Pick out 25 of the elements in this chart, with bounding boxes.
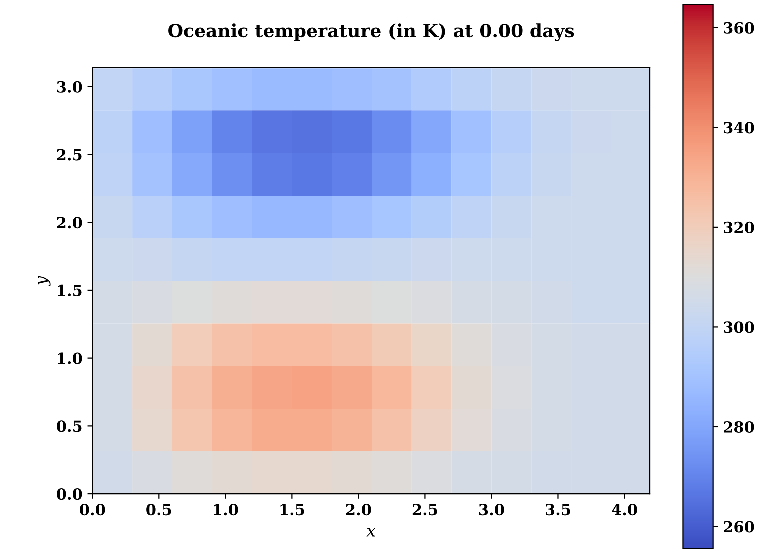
x-axis-title: x: [366, 528, 376, 537]
y-axis-title: y: [38, 276, 51, 286]
x-tick-label: 0.0: [80, 504, 106, 516]
color-bar-label: 340: [724, 122, 754, 134]
color-bar-label: 320: [724, 222, 754, 234]
y-tick-label: 1.0: [58, 352, 82, 364]
x-tick-label: 1.5: [280, 504, 304, 516]
y-tick-label: 3.0: [57, 81, 82, 93]
y-tick-label: 1.5: [58, 284, 82, 296]
y-tick-label: 0.0: [57, 488, 82, 500]
x-tick-label: 3.0: [480, 504, 504, 516]
x-tick-label: 0.5: [146, 504, 172, 516]
x-tick-label: 1.0: [214, 504, 238, 516]
chart-title: Oceanic temperature (in K) at 0.00 days: [168, 24, 574, 42]
color-bar-label: 360: [724, 22, 754, 34]
y-tick-label: 0.5: [57, 420, 82, 432]
y-tick-label: 2.5: [57, 149, 82, 161]
x-tick-label: 4.0: [612, 504, 638, 516]
color-bar-label: 300: [724, 322, 754, 334]
color-bar-label: 280: [724, 421, 754, 433]
x-tick-label: 2.5: [412, 504, 438, 516]
color-bar-label: 260: [724, 521, 754, 533]
y-tick-label: 2.0: [57, 217, 82, 229]
x-tick-label: 3.5: [546, 504, 570, 516]
x-tick-label: 2.0: [346, 504, 372, 516]
